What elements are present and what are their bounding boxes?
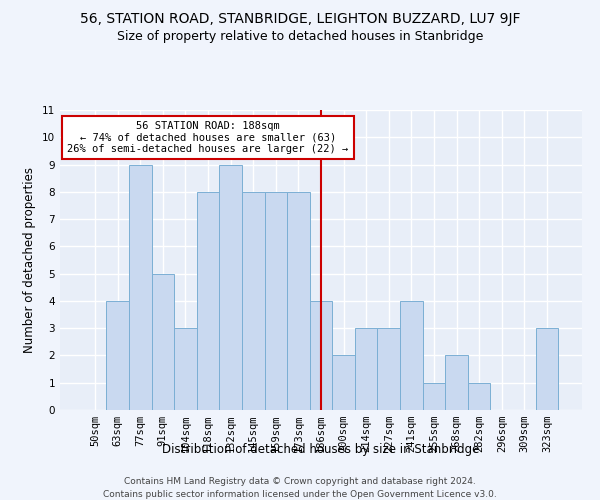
Bar <box>332 356 355 410</box>
Text: Distribution of detached houses by size in Stanbridge: Distribution of detached houses by size … <box>163 442 479 456</box>
Bar <box>174 328 197 410</box>
Text: Contains HM Land Registry data © Crown copyright and database right 2024.
Contai: Contains HM Land Registry data © Crown c… <box>103 478 497 499</box>
Bar <box>265 192 287 410</box>
Bar <box>422 382 445 410</box>
Text: 56 STATION ROAD: 188sqm
← 74% of detached houses are smaller (63)
26% of semi-de: 56 STATION ROAD: 188sqm ← 74% of detache… <box>67 121 349 154</box>
Bar <box>536 328 558 410</box>
Y-axis label: Number of detached properties: Number of detached properties <box>23 167 37 353</box>
Bar <box>106 301 129 410</box>
Bar <box>129 164 152 410</box>
Bar <box>242 192 265 410</box>
Bar <box>445 356 468 410</box>
Bar <box>220 164 242 410</box>
Bar <box>400 301 422 410</box>
Text: Size of property relative to detached houses in Stanbridge: Size of property relative to detached ho… <box>117 30 483 43</box>
Bar <box>152 274 174 410</box>
Text: 56, STATION ROAD, STANBRIDGE, LEIGHTON BUZZARD, LU7 9JF: 56, STATION ROAD, STANBRIDGE, LEIGHTON B… <box>80 12 520 26</box>
Bar <box>310 301 332 410</box>
Bar <box>355 328 377 410</box>
Bar <box>468 382 490 410</box>
Bar <box>377 328 400 410</box>
Bar <box>287 192 310 410</box>
Bar <box>197 192 220 410</box>
